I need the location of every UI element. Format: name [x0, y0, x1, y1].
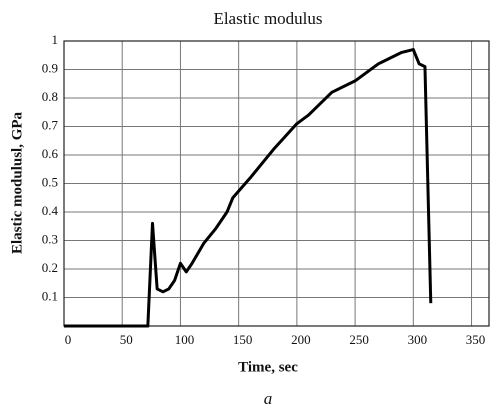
x-axis-label: Time, sec	[238, 359, 298, 375]
y-axis-label: Elastic modulusl, GPa	[9, 111, 25, 254]
x-tick-label: 0	[65, 332, 72, 347]
chart-title: Elastic modulus	[213, 9, 322, 28]
y-tick-label: 0.3	[42, 231, 58, 246]
x-tick-label: 150	[233, 332, 253, 347]
x-tick-label: 100	[175, 332, 195, 347]
y-tick-label: 0.4	[42, 203, 59, 218]
y-tick-label: 0.5	[42, 174, 58, 189]
y-tick-label: 1	[52, 32, 59, 47]
plot-frame	[63, 40, 490, 327]
x-tick-label: 350	[466, 332, 486, 347]
data-line	[64, 48, 433, 328]
caption: a	[264, 389, 273, 408]
x-tick-label: 50	[120, 332, 133, 347]
y-tick-label: 0.6	[42, 146, 59, 161]
y-tick-label: 0.1	[42, 288, 58, 303]
y-tick-label: 0.2	[42, 260, 58, 275]
y-tick-label: 0.8	[42, 89, 58, 104]
x-tick-label: 300	[408, 332, 428, 347]
y-tick-label: 0.9	[42, 60, 58, 75]
y-tick-label: 0.7	[42, 117, 59, 132]
x-tick-label: 250	[349, 332, 369, 347]
x-tick-label: 200	[291, 332, 311, 347]
